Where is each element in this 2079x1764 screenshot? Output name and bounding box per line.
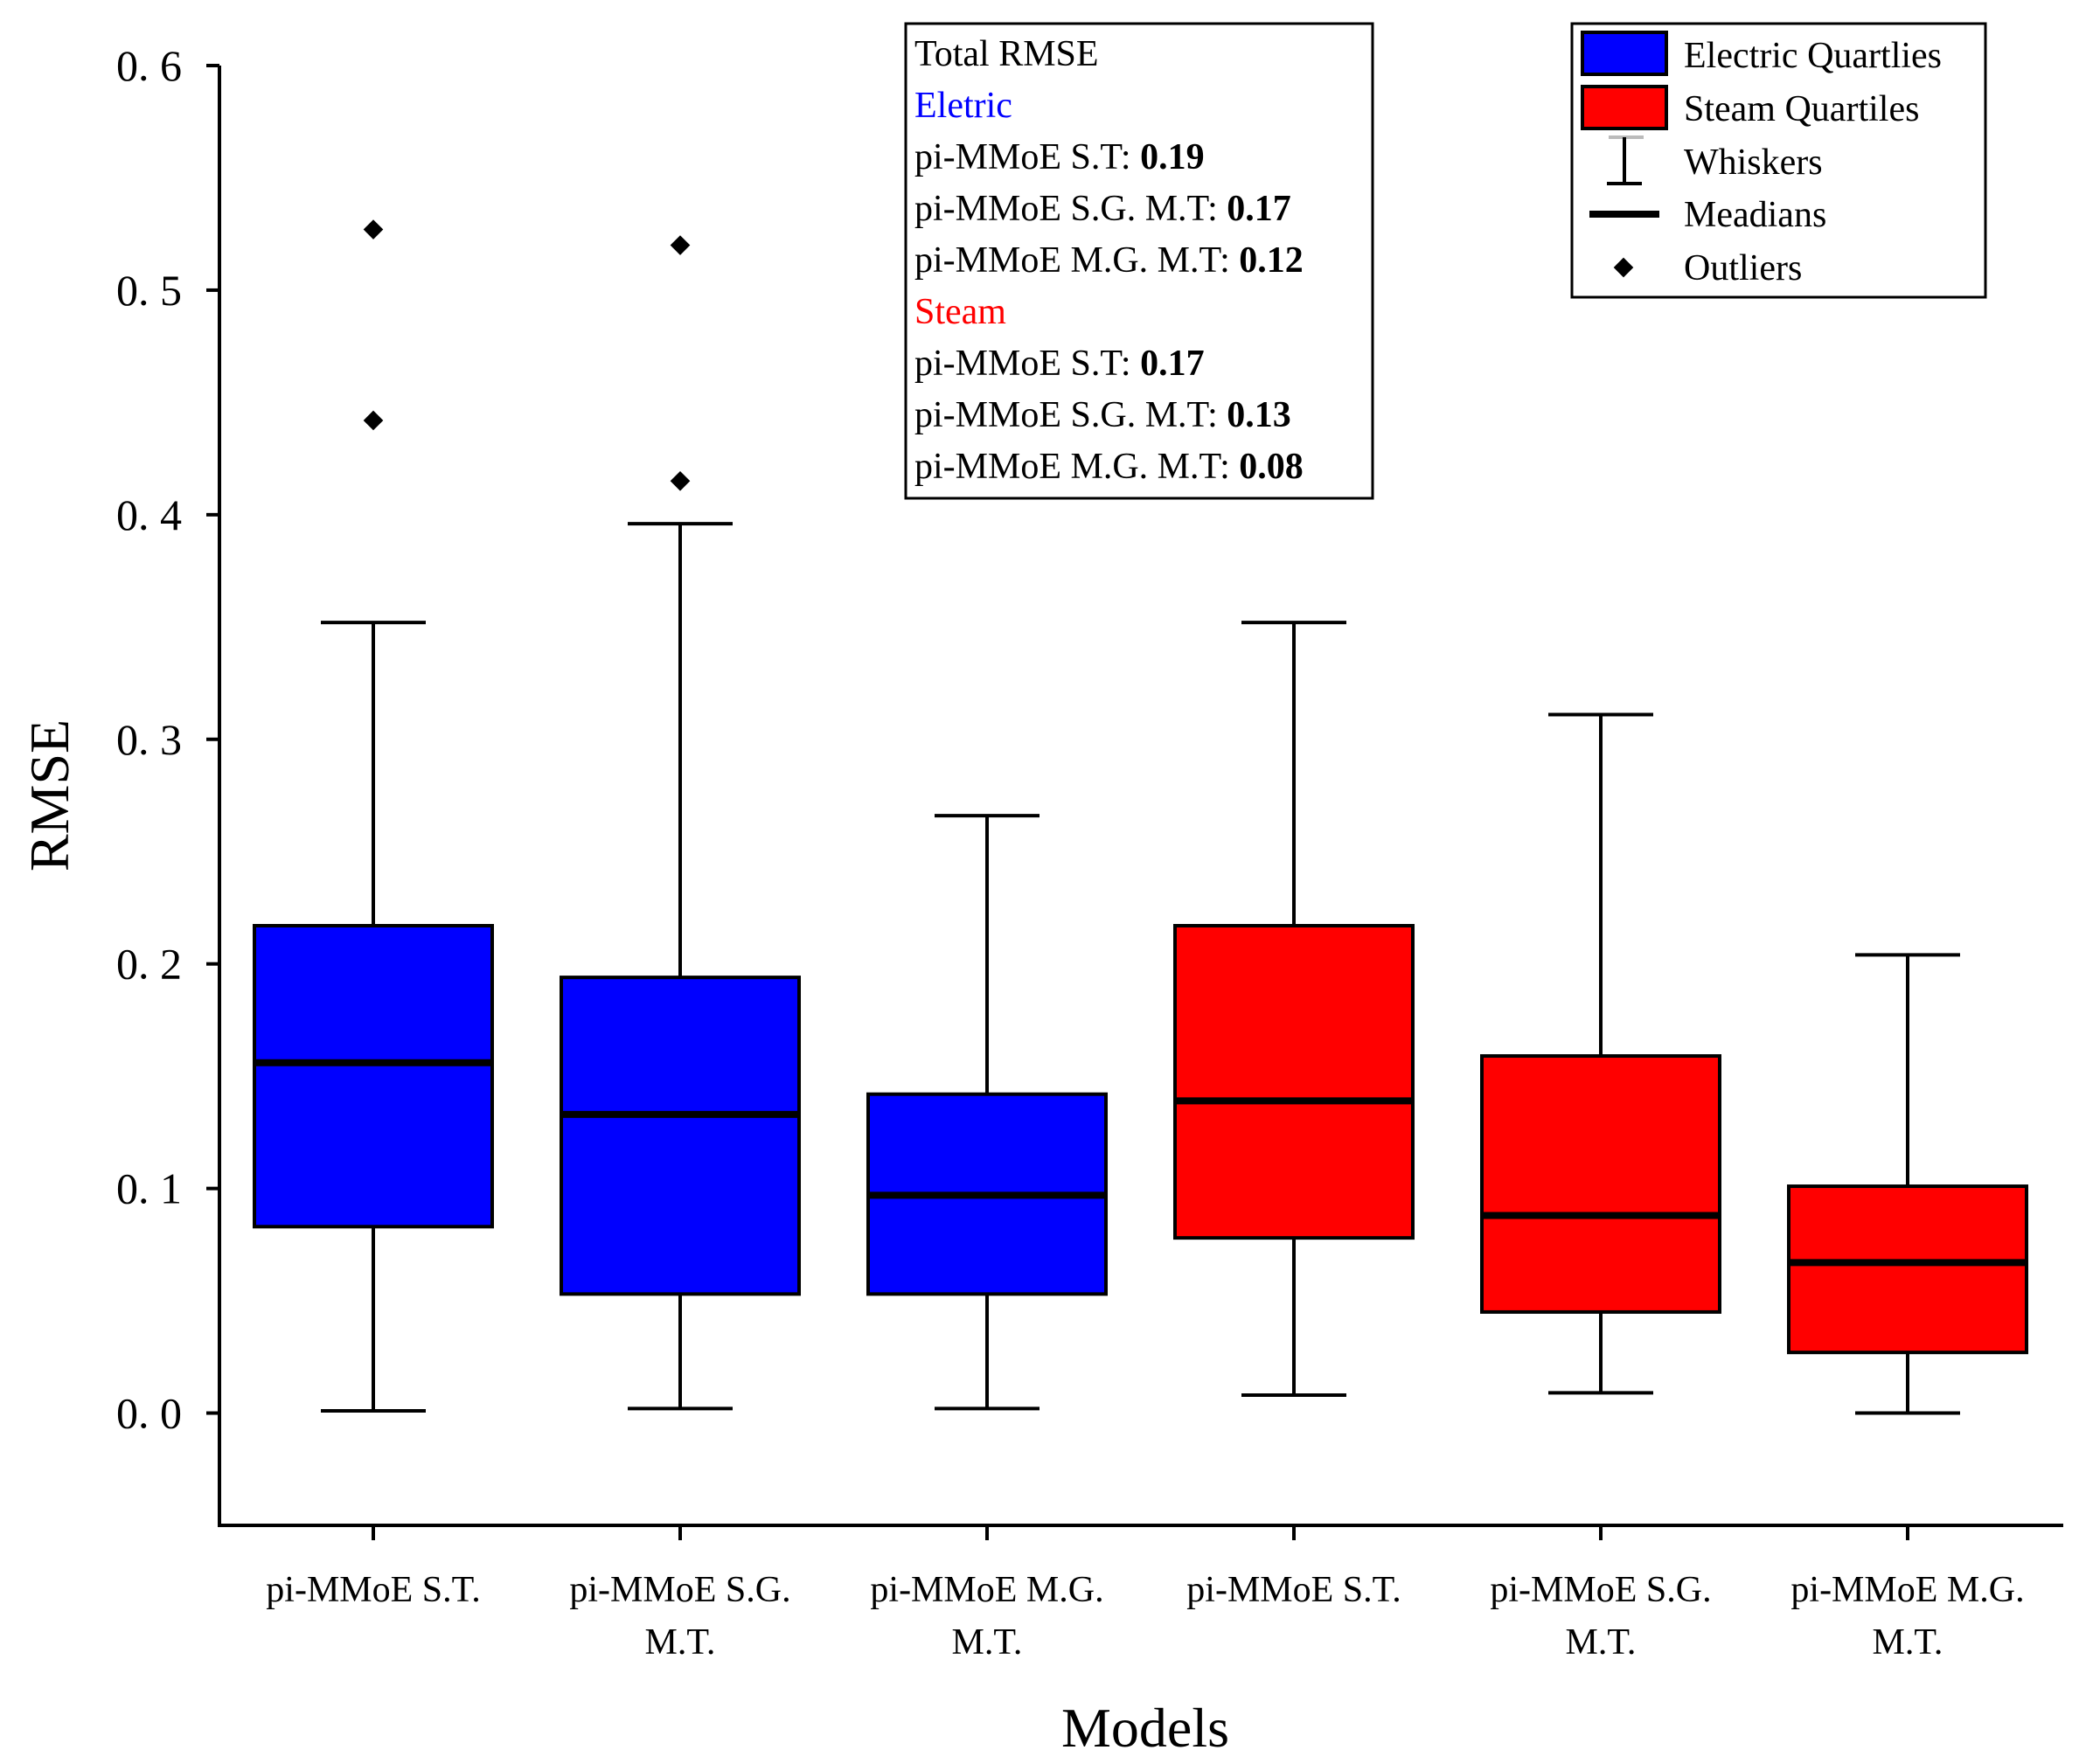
- quartile-box: [1480, 1054, 1721, 1314]
- legend: Electric Quartlies Steam Quartiles Whisk…: [1570, 22, 1987, 299]
- annotation-frame: [904, 22, 1374, 500]
- x-tick-label: M.T.: [1873, 1622, 1943, 1663]
- box-5: [1480, 712, 1721, 1395]
- legend-label-outliers: Outliers: [1684, 248, 1802, 288]
- y-tick-label: 0. 2: [116, 940, 182, 989]
- box-4: [1173, 621, 1415, 1397]
- annotation-row: pi-MMoE S.G. M.T: 0.17: [914, 189, 1291, 229]
- annotation-row: pi-MMoE M.G. M.T: 0.12: [914, 240, 1304, 281]
- quartile-box: [1173, 924, 1415, 1240]
- box-series: [253, 219, 2028, 1415]
- y-axis-label: RMSE: [18, 719, 80, 872]
- x-tick-label: pi-MMoE S.G.: [569, 1570, 790, 1610]
- y-tick-label: 0. 4: [116, 490, 182, 539]
- y-tick-label: 0. 1: [116, 1164, 182, 1213]
- box-1: [253, 219, 494, 1413]
- y-tick-label: 0. 5: [116, 266, 182, 315]
- x-tick-label: M.T.: [1566, 1622, 1637, 1663]
- quartile-box: [253, 924, 494, 1229]
- x-ticks: pi-MMoE S.T. pi-MMoE S.G. M.T. pi-MMoE M.G.…: [266, 1525, 2025, 1663]
- box-2: [560, 235, 801, 1411]
- x-axis: pi-MMoE S.T. pi-MMoE S.G. M.T. pi-MMoE M.G.…: [218, 1524, 2063, 1663]
- box-6: [1787, 953, 2028, 1415]
- x-tick-label: pi-MMoE S.G.: [1490, 1570, 1711, 1610]
- outlier-point: [670, 470, 691, 491]
- legend-swatch-electric: [1581, 31, 1668, 76]
- legend-swatch-steam: [1581, 85, 1668, 130]
- annotation-row: pi-MMoE S.G. M.T: 0.13: [914, 395, 1291, 435]
- y-ticks: 0. 0 0. 1 0. 2 0. 3 0. 4 0. 5 0. 6: [116, 41, 219, 1438]
- legend-outlier-icon: [1613, 257, 1634, 278]
- outlier-point: [670, 235, 691, 255]
- x-axis-label: Models: [1061, 1697, 1229, 1759]
- x-tick-label: pi-MMoE M.G.: [870, 1570, 1103, 1610]
- legend-label-medians: Meadians: [1684, 195, 1826, 235]
- annotation-rows: Eletric pi-MMoE S.T: 0.19 pi-MMoE S.G. M.T…: [914, 86, 1304, 487]
- annotation-section-label: Steam: [914, 292, 1006, 332]
- outlier-point: [363, 219, 384, 240]
- annotation-row: pi-MMoE M.G. M.T: 0.08: [914, 447, 1304, 487]
- quartile-box: [1787, 1184, 2028, 1355]
- y-axis: 0. 0 0. 1 0. 2 0. 3 0. 4 0. 5 0. 6: [116, 41, 221, 1527]
- annotation-row: pi-MMoE S.T: 0.17: [914, 344, 1205, 384]
- annotation-row: pi-MMoE S.T: 0.19: [914, 137, 1205, 177]
- x-tick-label: pi-MMoE S.T.: [1186, 1570, 1401, 1610]
- x-tick-label: pi-MMoE S.T.: [266, 1570, 480, 1610]
- x-tick-label: M.T.: [952, 1622, 1023, 1663]
- y-tick-label: 0. 0: [116, 1389, 182, 1438]
- annotation-section-label: Eletric: [914, 86, 1012, 126]
- legend-label-whiskers: Whiskers: [1684, 142, 1823, 183]
- quartile-box: [560, 976, 801, 1296]
- y-tick-label: 0. 6: [116, 41, 182, 90]
- legend-whisker-icon: [1607, 135, 1644, 185]
- annotation-title: Total RMSE: [914, 34, 1099, 74]
- outlier-point: [363, 410, 384, 431]
- x-tick-label: M.T.: [645, 1622, 716, 1663]
- legend-label-steam: Steam Quartiles: [1684, 89, 1919, 129]
- annotation-box: Total RMSE Eletric pi-MMoE S.T: 0.19 pi-MM…: [904, 22, 1374, 500]
- box-3: [866, 814, 1108, 1411]
- y-tick-label: 0. 3: [116, 715, 182, 764]
- legend-label-electric: Electric Quartlies: [1684, 36, 1942, 76]
- x-tick-label: pi-MMoE M.G.: [1790, 1570, 2024, 1610]
